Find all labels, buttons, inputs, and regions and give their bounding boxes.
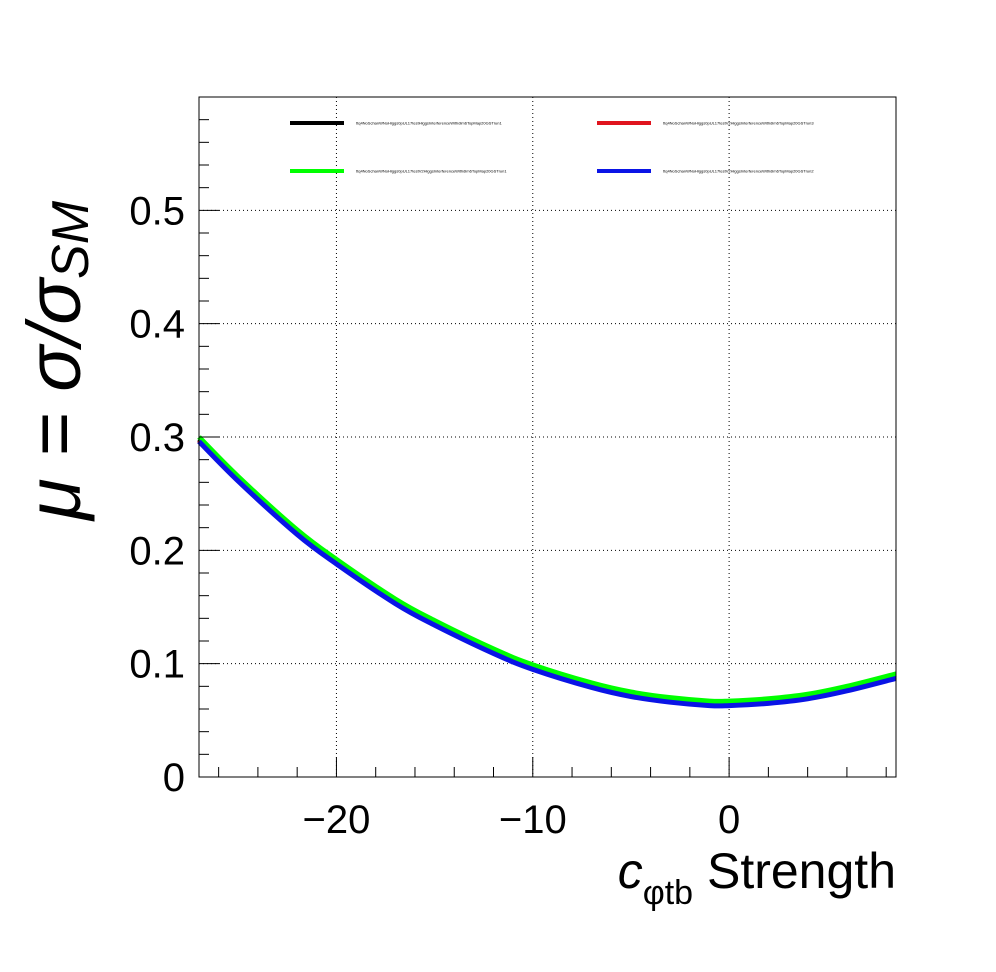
y-tick-label: 0.5 [129, 189, 185, 233]
series-layer [197, 435, 897, 709]
axis-tick-labels: −20 −10 0 0 0.1 0.2 0.3 0.4 0.5 [129, 189, 740, 842]
series-line-4 [197, 439, 897, 709]
legend-label-4: ttq4NoSchanWNoHiggs0pUL17testV2HiggsInte… [663, 169, 814, 174]
x-tick-label: −20 [303, 798, 371, 842]
x-axis-title: cφtb Strength [618, 843, 896, 912]
x-axis-title-main: c [618, 843, 643, 899]
legend-label-3: ttq4NoSchanWNoHiggs0pUL17testV2HiggsInte… [356, 169, 507, 174]
y-tick-label: 0.3 [129, 416, 185, 460]
series-line-3 [197, 435, 897, 704]
y-tick-label: 0.2 [129, 529, 185, 573]
x-tick-label: −10 [499, 798, 567, 842]
x-axis-title-sub: φtb [643, 874, 693, 912]
x-tick-label: 0 [718, 798, 740, 842]
y-axis-title: μ = σ/σSM [12, 200, 100, 522]
y-tick-label: 0 [163, 756, 185, 800]
legend: ttq4NoSchanWNoHiggs0pUL17testHiggsInterf… [290, 121, 814, 174]
y-axis-title-mu: μ [12, 478, 97, 522]
x-axis-title-rest: Strength [693, 843, 896, 899]
legend-label-2: ttq4NoSchanWNoHiggs0pUL17testV2HiggsInte… [663, 121, 814, 126]
legend-label-1: ttq4NoSchanWNoHiggs0pUL17testHiggsInterf… [356, 121, 502, 126]
y-tick-label: 0.1 [129, 643, 185, 687]
y-tick-label: 0.4 [129, 303, 185, 347]
axis-ticks [199, 119, 887, 778]
y-axis-title-sub: SM [42, 200, 100, 279]
y-axis-title-eq: = σ/σ [12, 276, 97, 479]
